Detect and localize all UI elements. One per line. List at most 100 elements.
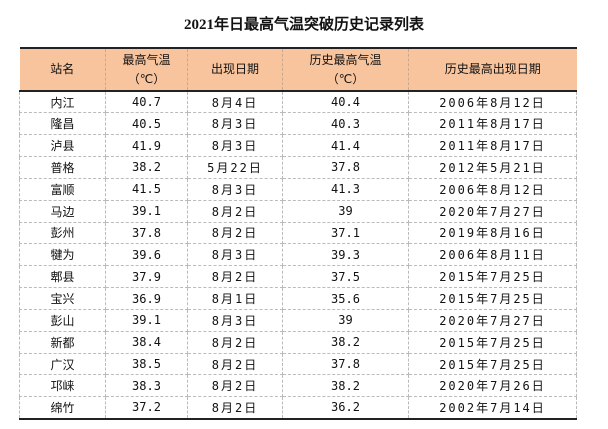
hist-date-cell: 2006年8月12日 bbox=[408, 177, 577, 201]
header-max-temp-unit: （℃） bbox=[127, 71, 166, 86]
table-row: 隆昌 40.5 8月3日 40.3 2011年8月17日 bbox=[19, 112, 577, 136]
date-cell: 8月2日 bbox=[187, 199, 283, 223]
hist-date-cell: 2015年7月25日 bbox=[408, 265, 577, 289]
hist-date-cell: 2002年7月14日 bbox=[408, 396, 577, 420]
date-cell: 8月3日 bbox=[187, 177, 283, 201]
hist-date-cell: 2019年8月16日 bbox=[408, 221, 577, 245]
hist-date-cell: 2011年8月17日 bbox=[408, 134, 577, 158]
max-temp-cell: 37.8 bbox=[105, 221, 188, 245]
station-cell: 广汉 bbox=[19, 352, 106, 376]
header-station: 站名 bbox=[19, 47, 106, 92]
table-row: 马边 39.1 8月2日 39 2020年7月27日 bbox=[19, 199, 577, 223]
max-temp-cell: 38.4 bbox=[105, 330, 188, 354]
station-cell: 富顺 bbox=[19, 177, 106, 201]
date-cell: 8月3日 bbox=[187, 308, 283, 332]
hist-max-temp-cell: 40.3 bbox=[282, 112, 409, 136]
hist-date-cell: 2006年8月11日 bbox=[408, 243, 577, 267]
header-hist-max-temp-label: 历史最高气温 bbox=[309, 52, 382, 67]
date-cell: 8月4日 bbox=[187, 90, 283, 114]
max-temp-cell: 37.2 bbox=[105, 396, 188, 420]
hist-max-temp-cell: 41.3 bbox=[282, 177, 409, 201]
date-cell: 8月3日 bbox=[187, 134, 283, 158]
date-cell: 5月22日 bbox=[187, 156, 283, 179]
hist-date-cell: 2015年7月25日 bbox=[408, 352, 577, 376]
hist-date-cell: 2015年7月25日 bbox=[408, 330, 577, 354]
table-row: 富顺 41.5 8月3日 41.3 2006年8月12日 bbox=[19, 177, 577, 201]
station-cell: 彭山 bbox=[19, 308, 106, 332]
max-temp-cell: 37.9 bbox=[105, 265, 188, 289]
station-cell: 宝兴 bbox=[19, 287, 106, 310]
hist-date-cell: 2020年7月26日 bbox=[408, 374, 577, 398]
table-row: 犍为 39.6 8月3日 39.3 2006年8月11日 bbox=[19, 243, 577, 267]
station-cell: 新都 bbox=[19, 330, 106, 354]
date-cell: 8月2日 bbox=[187, 265, 283, 289]
hist-date-cell: 2011年8月17日 bbox=[408, 112, 577, 136]
document-title: 2021年日最高气温突破历史记录列表 bbox=[183, 17, 424, 33]
table-row: 邛崃 38.3 8月2日 38.2 2020年7月26日 bbox=[19, 374, 577, 398]
station-cell: 普格 bbox=[19, 156, 106, 179]
station-cell: 泸县 bbox=[19, 134, 106, 158]
station-cell: 邛崃 bbox=[19, 374, 106, 398]
table-row: 彭山 39.1 8月3日 39 2020年7月27日 bbox=[19, 308, 577, 332]
hist-max-temp-cell: 36.2 bbox=[282, 396, 409, 420]
max-temp-cell: 39.1 bbox=[105, 199, 188, 223]
table-row: 内江 40.7 8月4日 40.4 2006年8月12日 bbox=[19, 90, 577, 114]
date-cell: 8月3日 bbox=[187, 243, 283, 267]
date-cell: 8月1日 bbox=[187, 287, 283, 310]
max-temp-cell: 41.9 bbox=[105, 134, 188, 158]
date-cell: 8月2日 bbox=[187, 221, 283, 245]
hist-date-cell: 2020年7月27日 bbox=[408, 199, 577, 223]
hist-max-temp-cell: 37.1 bbox=[282, 221, 409, 245]
max-temp-cell: 40.7 bbox=[105, 90, 188, 114]
table-row: 新都 38.4 8月2日 38.2 2015年7月25日 bbox=[19, 330, 577, 354]
hist-date-cell: 2012年5月21日 bbox=[408, 156, 577, 179]
station-cell: 犍为 bbox=[19, 243, 106, 267]
hist-max-temp-cell: 37.8 bbox=[282, 352, 409, 376]
hist-max-temp-cell: 39.3 bbox=[282, 243, 409, 267]
header-max-temp: 最高气温 （℃） bbox=[105, 47, 188, 92]
station-cell: 彭州 bbox=[19, 221, 106, 245]
max-temp-cell: 38.2 bbox=[105, 156, 188, 179]
station-cell: 马边 bbox=[19, 199, 106, 223]
header-max-temp-label: 最高气温 bbox=[122, 52, 171, 67]
header-hist-date: 历史最高出现日期 bbox=[408, 47, 577, 92]
max-temp-cell: 38.5 bbox=[105, 352, 188, 376]
hist-max-temp-cell: 38.2 bbox=[282, 374, 409, 398]
hist-max-temp-cell: 35.6 bbox=[282, 287, 409, 310]
station-cell: 绵竹 bbox=[19, 396, 106, 420]
max-temp-cell: 39.1 bbox=[105, 308, 188, 332]
hist-max-temp-cell: 40.4 bbox=[282, 90, 409, 114]
max-temp-cell: 41.5 bbox=[105, 177, 188, 201]
date-cell: 8月2日 bbox=[187, 374, 283, 398]
date-cell: 8月3日 bbox=[187, 112, 283, 136]
hist-max-temp-cell: 41.4 bbox=[282, 134, 409, 158]
hist-max-temp-cell: 39 bbox=[282, 199, 409, 223]
station-cell: 隆昌 bbox=[19, 112, 106, 136]
max-temp-cell: 40.5 bbox=[105, 112, 188, 136]
header-hist-max-temp-unit: （℃） bbox=[326, 71, 365, 86]
header-hist-max-temp: 历史最高气温 （℃） bbox=[282, 47, 409, 92]
header-date: 出现日期 bbox=[187, 47, 283, 92]
table-row: 彭州 37.8 8月2日 37.1 2019年8月16日 bbox=[19, 221, 577, 245]
station-cell: 内江 bbox=[19, 90, 106, 114]
hist-max-temp-cell: 38.2 bbox=[282, 330, 409, 354]
max-temp-cell: 38.3 bbox=[105, 374, 188, 398]
hist-max-temp-cell: 39 bbox=[282, 308, 409, 332]
hist-date-cell: 2015年7月25日 bbox=[408, 287, 577, 310]
table-row: 郫县 37.9 8月2日 37.5 2015年7月25日 bbox=[19, 265, 577, 289]
date-cell: 8月2日 bbox=[187, 330, 283, 354]
temperature-record-table: 站名 最高气温 （℃） 出现日期 历史最高气温 （℃） 历史最高出现日期 内江 40.… bbox=[19, 47, 577, 420]
table-row: 普格 38.2 5月22日 37.8 2012年5月21日 bbox=[19, 156, 577, 179]
hist-max-temp-cell: 37.8 bbox=[282, 156, 409, 179]
hist-date-cell: 2020年7月27日 bbox=[408, 308, 577, 332]
table-row: 绵竹 37.2 8月2日 36.2 2002年7月14日 bbox=[19, 396, 577, 420]
date-cell: 8月2日 bbox=[187, 352, 283, 376]
max-temp-cell: 36.9 bbox=[105, 287, 188, 310]
station-cell: 郫县 bbox=[19, 265, 106, 289]
table-row: 宝兴 36.9 8月1日 35.6 2015年7月25日 bbox=[19, 287, 577, 310]
max-temp-cell: 39.6 bbox=[105, 243, 188, 267]
table-row: 广汉 38.5 8月2日 37.8 2015年7月25日 bbox=[19, 352, 577, 376]
table-header-row: 站名 最高气温 （℃） 出现日期 历史最高气温 （℃） 历史最高出现日期 bbox=[19, 47, 577, 92]
date-cell: 8月2日 bbox=[187, 396, 283, 420]
table-row: 泸县 41.9 8月3日 41.4 2011年8月17日 bbox=[19, 134, 577, 158]
